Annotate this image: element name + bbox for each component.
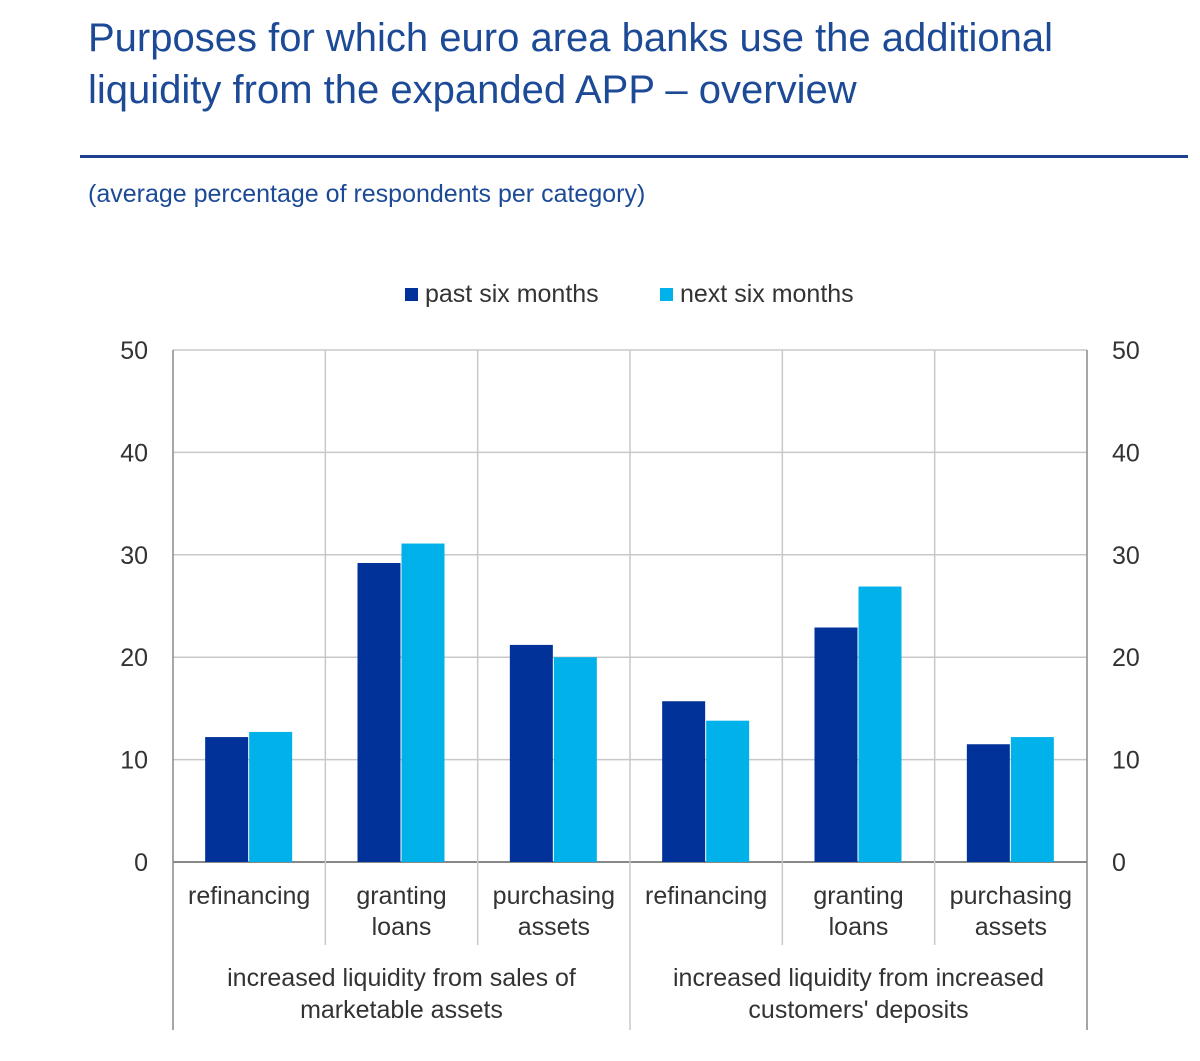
legend-swatch: [405, 288, 418, 301]
bar-next-six-months: [401, 543, 445, 862]
legend-label: next six months: [680, 280, 854, 308]
category-label: purchasing: [950, 882, 1072, 910]
bar-next-six-months: [858, 586, 902, 862]
category-label: loans: [372, 913, 432, 941]
category-label: loans: [829, 913, 889, 941]
bar-next-six-months: [553, 657, 597, 862]
y-tick-label-right: 50: [1112, 337, 1140, 365]
group-label: increased liquidity from sales of: [227, 964, 576, 992]
bar-past-six-months: [814, 627, 858, 862]
y-tick-label-left: 10: [120, 747, 148, 775]
bar-past-six-months: [662, 701, 706, 862]
category-label: refinancing: [645, 882, 767, 910]
category-label: assets: [975, 913, 1047, 941]
y-tick-label-right: 10: [1112, 747, 1140, 775]
group-label: increased liquidity from increased: [673, 964, 1044, 992]
y-tick-label-left: 0: [134, 849, 148, 877]
legend-label: past six months: [425, 280, 599, 308]
y-tick-label-left: 30: [120, 542, 148, 570]
category-label: granting: [813, 882, 903, 910]
bar-past-six-months: [357, 562, 401, 862]
y-tick-label-left: 20: [120, 644, 148, 672]
y-tick-label-left: 50: [120, 337, 148, 365]
group-label: customers' deposits: [748, 996, 968, 1024]
chart-title: Purposes for which euro area banks use t…: [88, 16, 1054, 112]
group-label: marketable assets: [300, 996, 503, 1024]
bar-past-six-months: [966, 744, 1010, 862]
y-tick-label-left: 40: [120, 439, 148, 467]
bar-past-six-months: [205, 737, 249, 862]
category-label: assets: [518, 913, 590, 941]
bar-next-six-months: [706, 720, 750, 862]
title-divider: [80, 155, 1188, 158]
category-label: refinancing: [188, 882, 310, 910]
y-tick-label-right: 0: [1112, 849, 1126, 877]
chart-subtitle: (average percentage of respondents per c…: [88, 180, 646, 208]
bar-past-six-months: [509, 644, 553, 862]
legend-swatch: [660, 288, 673, 301]
y-tick-label-right: 20: [1112, 644, 1140, 672]
category-label: granting: [356, 882, 446, 910]
bar-next-six-months: [1010, 737, 1054, 862]
y-tick-label-right: 40: [1112, 439, 1140, 467]
category-label: purchasing: [493, 882, 615, 910]
bar-next-six-months: [249, 731, 293, 862]
y-tick-label-right: 30: [1112, 542, 1140, 570]
